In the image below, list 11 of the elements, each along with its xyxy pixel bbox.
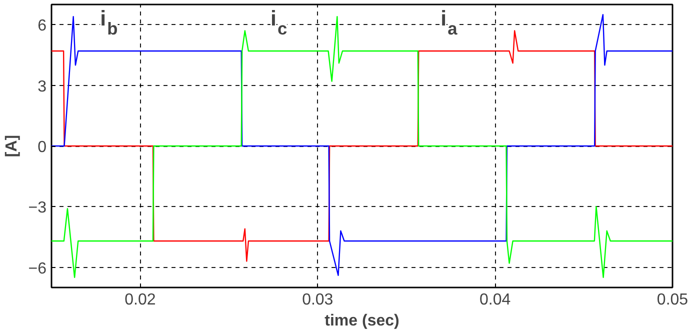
x-axis-title: time (sec) [324,312,400,330]
y-tick-label: −3 [28,200,47,217]
y-tick-label: −6 [28,260,47,278]
x-tick-label: 0.04 [480,292,511,308]
y-tick-label: 0 [38,139,47,156]
y-tick-label: 3 [38,78,47,96]
y-axis-title: [A] [3,134,20,158]
x-tick-label: 0.02 [124,292,156,308]
x-tick-label: 0.05 [656,292,688,308]
y-tick-label: 6 [38,18,47,35]
x-tick-label: 0.03 [302,292,334,308]
